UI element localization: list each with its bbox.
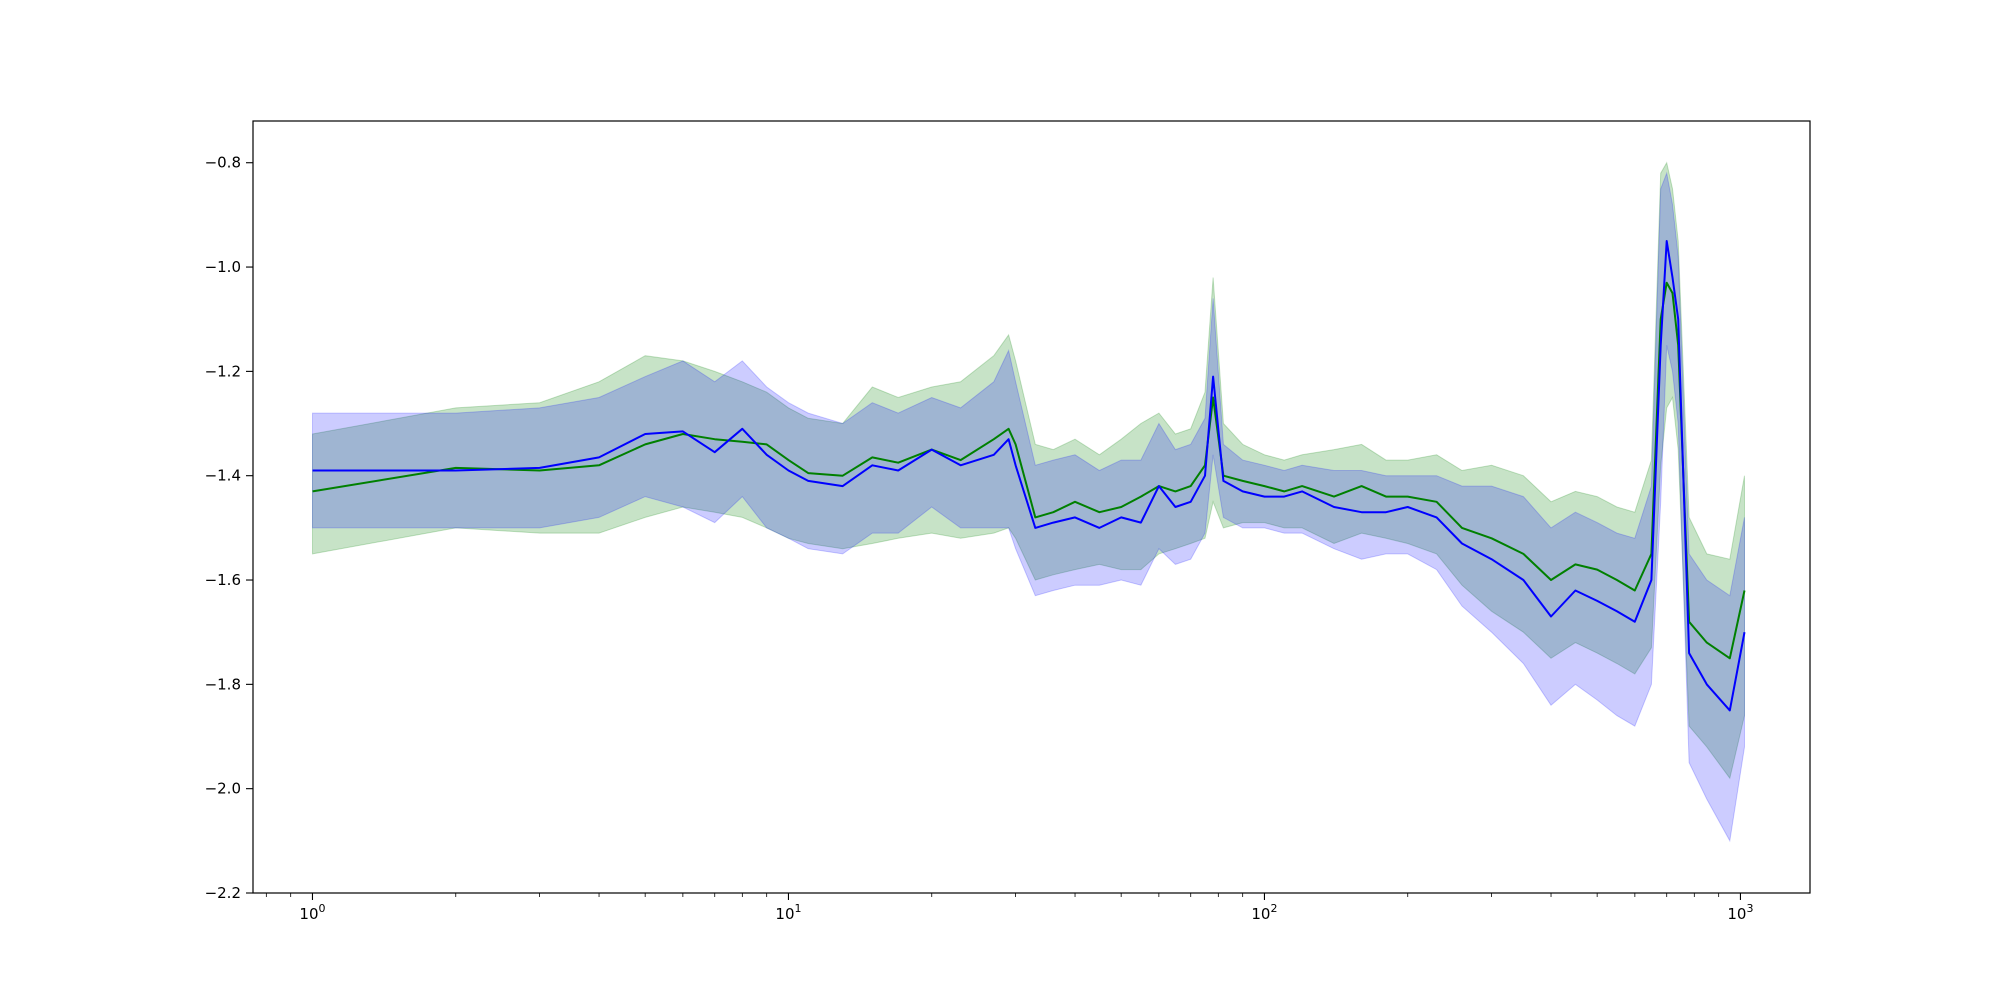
y-tick-label: −1.4 — [205, 467, 241, 485]
series-lines — [312, 240, 1746, 712]
series-2-line — [312, 240, 1746, 712]
y-tick-label: −0.8 — [205, 154, 241, 172]
y-tick-label: −1.0 — [205, 258, 241, 276]
y-tick-label: −2.0 — [205, 780, 241, 798]
x-tick-label: 101 — [775, 902, 801, 923]
x-axis: 100 101 102 103 — [265, 893, 1753, 923]
plot-frame — [252, 120, 1811, 894]
x-tick-label: 100 — [299, 902, 325, 923]
y-tick-label: −2.2 — [205, 884, 241, 902]
series-1-band — [312, 161, 1745, 780]
x-tick-label: 103 — [1727, 902, 1753, 923]
y-tick-label: −1.6 — [205, 571, 241, 589]
confidence-bands — [312, 161, 1745, 843]
y-tick-label: −1.2 — [205, 362, 241, 380]
y-tick-label: −1.8 — [205, 675, 241, 693]
y-axis: −0.8 −1.0 −1.2 −1.4 −1.6 −1.8 −2.0 −2.2 — [205, 154, 253, 902]
x-tick-label: 102 — [1251, 902, 1277, 923]
